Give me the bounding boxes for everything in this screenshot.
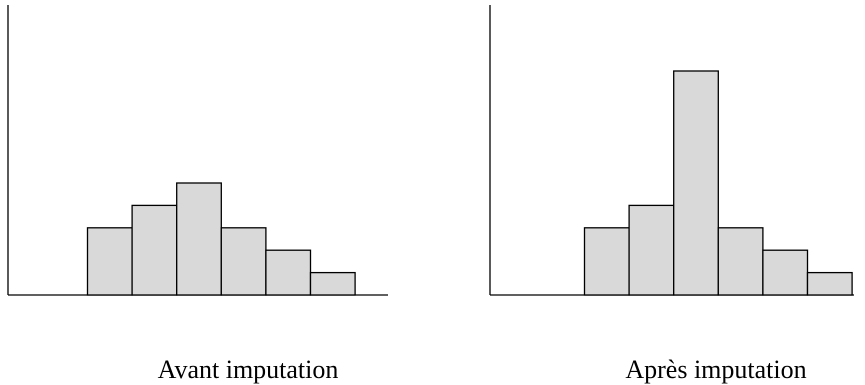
bar-apres-1 [583, 227, 630, 296]
bar-avant-5 [265, 249, 312, 296]
caption-avant-imputation: Avant imputation [158, 355, 339, 384]
bar-apres-6 [806, 271, 853, 296]
bar-apres-5 [762, 249, 809, 296]
bar-avant-2 [131, 204, 178, 296]
bars-avant [86, 182, 356, 296]
bar-apres-3 [673, 70, 719, 296]
bar-avant-4 [220, 227, 267, 296]
bar-avant-1 [86, 227, 133, 296]
bar-avant-3 [176, 182, 222, 296]
bars-apres [583, 70, 853, 296]
bar-apres-2 [628, 204, 675, 296]
bar-avant-6 [309, 271, 356, 296]
bar-apres-4 [717, 227, 764, 296]
caption-apres-imputation: Après imputation [625, 355, 806, 384]
histogram-avant-imputation: Avant imputation [7, 5, 388, 384]
histogram-apres-imputation: Après imputation [489, 5, 854, 384]
